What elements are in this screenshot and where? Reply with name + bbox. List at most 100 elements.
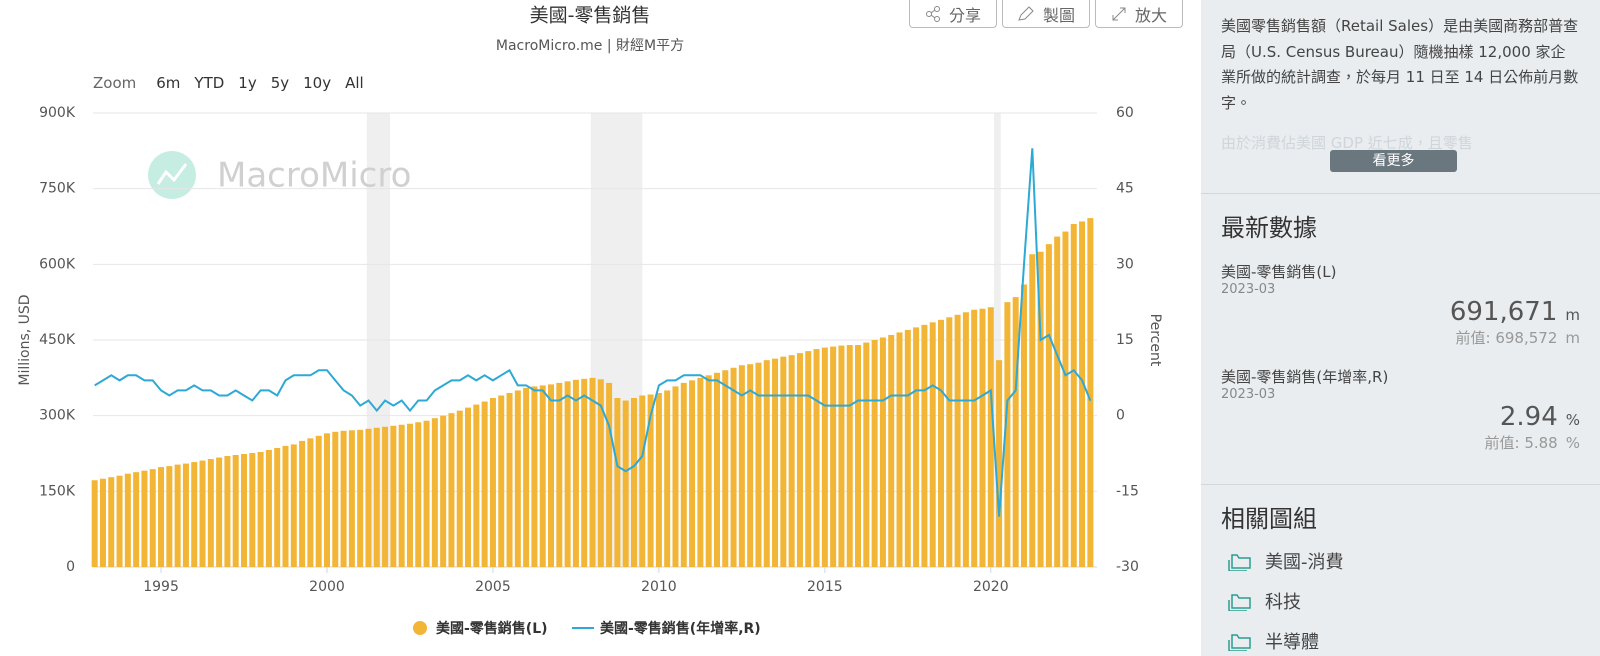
more-button[interactable]: 看更多 [1330,150,1457,172]
bar [1062,231,1069,568]
zoom-bar: Zoom 6m YTD 1y 5y 10y All [93,74,364,92]
button-label: 分享 [948,5,981,25]
button-label: 製圖 [1042,5,1075,25]
latest-section: 最新數據 美國-零售銷售(L) 2023-03 691,671 m 前值: 698,57… [1201,194,1600,485]
draw-button[interactable]: 製圖 [1002,0,1090,28]
bar [838,345,845,567]
x-tick-label: 2005 [475,579,511,595]
chart-subtitle: MacroMicro.me | 財經M平方 [496,38,684,54]
related-item[interactable]: 科技 [1227,588,1580,614]
bar [788,355,795,567]
bar [713,372,720,567]
bar [572,379,579,567]
zoom-button[interactable]: All [345,74,364,92]
bar [1012,297,1019,567]
x-tick-label: 2020 [973,579,1009,595]
related-item[interactable]: 美國-消費 [1227,548,1580,574]
x-tick-label: 2010 [641,579,677,595]
x-tick-label: 2000 [309,579,345,595]
bar [846,345,853,567]
bar [630,398,637,567]
bar [987,307,994,567]
bar [299,440,306,567]
item-prev-row: 前值: 5.88% [1221,432,1581,453]
bar [257,451,264,567]
related-label: 美國-消費 [1265,552,1344,573]
bar [531,386,538,567]
zoom-button[interactable]: 5y [270,74,290,92]
y-tick-label: 150K [39,483,76,499]
y2-tick-label: -30 [1116,559,1139,575]
bar [481,401,488,567]
latest-item: 美國-零售銷售(年增率,R) 2023-03 2.94% 前值: 5.88% [1221,366,1580,453]
bar [91,480,98,567]
bar [149,469,156,567]
share-button[interactable]: 分享 [909,0,997,28]
item-prev-unit: % [1565,434,1580,452]
bar [622,400,629,567]
bar [473,404,480,567]
bar [431,418,438,567]
bar [780,356,787,567]
bar [830,346,837,567]
bar [398,424,405,567]
item-date: 2023-03 [1221,387,1276,402]
bar [99,478,106,567]
bar [514,390,521,567]
bar [597,379,604,567]
bar [249,452,256,567]
bar [390,425,397,567]
item-name: 美國-零售銷售(L) [1221,263,1337,281]
zoom-button[interactable]: YTD [194,74,225,92]
bar [672,386,679,567]
y-tick-label: 900K [39,105,76,121]
bar [589,377,596,567]
bar [805,351,812,567]
y-tick-label: 300K [39,408,76,424]
chart: 美國-零售銷售 MacroMicro.me | 財經M平方 MacroMicro… [17,5,1163,638]
item-date: 2023-03 [1221,282,1276,297]
bar [655,392,662,567]
bar [1037,251,1044,567]
y-tick-label: 450K [39,332,76,348]
bar [971,309,978,567]
zoom-button[interactable]: 10y [303,74,332,92]
y2-axis-title: Percent [1147,314,1163,367]
folder-icon [1228,554,1251,571]
item-prev-unit: m [1565,329,1580,347]
y2-tick-label: 60 [1116,105,1134,121]
line-series [94,148,1092,517]
zoom-label: Zoom [93,74,137,92]
bar [556,382,563,567]
bar [821,347,828,567]
bar [489,398,496,567]
related-section: 相關圖組 美國-消費 科技 半導體 [1201,485,1600,654]
bar [664,390,671,567]
bar [938,319,945,567]
bar [323,433,330,567]
expand-icon [1112,7,1126,20]
bar [1004,302,1011,567]
expand-button[interactable]: 放大 [1095,0,1183,28]
item-prev-row: 前值: 698,572 m [1221,327,1580,348]
bar [523,387,530,567]
bar [564,381,571,567]
bar [290,444,297,567]
bar [191,462,198,567]
bar [1029,254,1036,567]
bar [265,449,272,567]
zoom-button[interactable]: 6m [156,74,181,92]
related-label: 科技 [1265,592,1301,613]
related-item[interactable]: 半導體 [1227,628,1580,654]
bar [1020,284,1027,567]
bar [772,358,779,567]
bar [274,447,281,567]
y-tick-label: 750K [39,181,76,197]
bar [199,460,206,567]
bar [174,464,181,567]
bar [722,370,729,567]
bar [365,428,372,567]
bar [307,438,314,567]
zoom-button[interactable]: 1y [238,74,257,92]
y2-tick-label: 15 [1116,332,1134,348]
